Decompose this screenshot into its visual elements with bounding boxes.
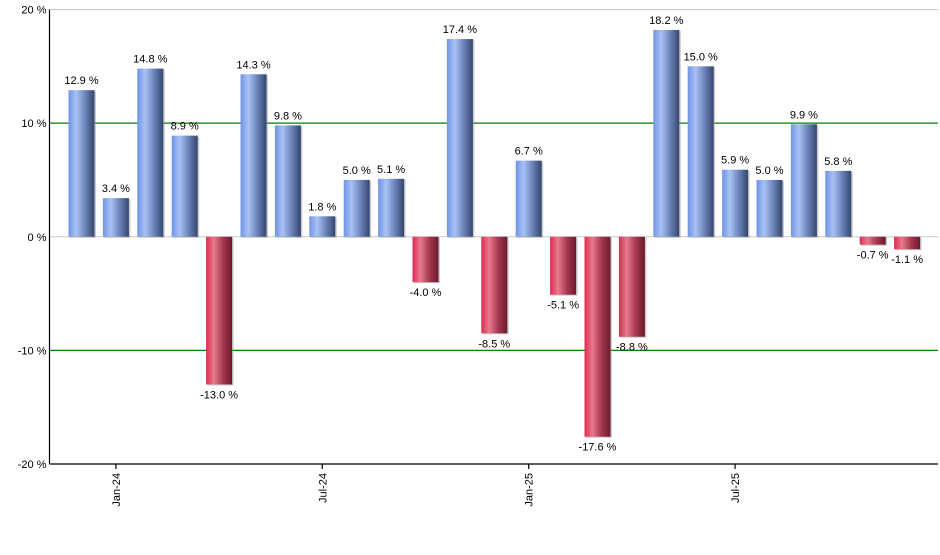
bar [378, 178, 405, 237]
y-tick-label: 20 % [21, 5, 46, 17]
bar [550, 236, 577, 295]
bars [68, 29, 922, 438]
data-label: 5.1 % [377, 164, 405, 176]
data-label: -5.1 % [547, 300, 579, 312]
y-tick-label: -20 % [18, 459, 47, 471]
data-label: -1.1 % [891, 254, 923, 266]
bar [825, 170, 852, 237]
data-label: 15.0 % [684, 51, 718, 63]
bar [412, 236, 439, 283]
y-tick-label: 10 % [21, 118, 46, 130]
data-label: 3.4 % [102, 183, 130, 195]
data-label: 14.3 % [236, 59, 270, 71]
data-label: 1.8 % [308, 201, 336, 213]
data-label: -8.8 % [616, 342, 648, 354]
data-label: -8.5 % [478, 338, 510, 350]
bar [171, 135, 198, 237]
x-tick-label: Jan-24 [111, 473, 123, 507]
bar [68, 90, 95, 237]
data-label: 9.8 % [274, 110, 302, 122]
data-label: 5.8 % [824, 156, 852, 168]
bar [894, 236, 921, 250]
bar [515, 160, 542, 237]
data-label: 5.0 % [343, 165, 371, 177]
data-label: 5.9 % [721, 155, 749, 167]
bar [722, 169, 749, 237]
bar [653, 29, 680, 237]
bar [618, 236, 645, 337]
bar [687, 66, 714, 237]
x-tick-label: Jul-25 [730, 473, 742, 503]
x-tick-label: Jan-25 [524, 473, 536, 507]
bar [102, 198, 129, 237]
bar [309, 216, 336, 237]
data-label: 8.9 % [171, 121, 199, 133]
data-labels: 12.9 % 3.4 % 14.8 % 8.9 % -13.0 % 14.3 % 9.8 %… [64, 15, 923, 454]
data-label: 14.8 % [133, 54, 167, 66]
bar [343, 179, 370, 237]
bar [756, 179, 783, 237]
bar [790, 124, 817, 237]
data-label: 17.4 % [443, 24, 477, 36]
bar [859, 236, 886, 245]
data-label: -13.0 % [200, 389, 238, 401]
data-label: 12.9 % [64, 75, 98, 87]
x-tick-label: Jul-24 [317, 473, 329, 503]
bar [206, 236, 233, 385]
data-label: 6.7 % [515, 146, 543, 158]
bar [446, 39, 473, 237]
bar [274, 125, 301, 237]
bar [137, 68, 164, 237]
bar [481, 236, 508, 334]
y-tick-label: -10 % [18, 345, 47, 357]
bar [584, 236, 611, 437]
data-label: -0.7 % [857, 250, 889, 262]
bar [240, 74, 267, 237]
data-label: 9.9 % [790, 109, 818, 121]
data-label: -4.0 % [410, 287, 442, 299]
y-tick-label: 0 % [28, 232, 47, 244]
data-label: 5.0 % [755, 165, 783, 177]
data-label: 18.2 % [649, 15, 683, 27]
axes: 20 % 10 % 0 % -10 % -20 % Jan-24 Jul-24 Jan-25 J… [18, 5, 938, 507]
data-label: -17.6 % [579, 442, 617, 454]
